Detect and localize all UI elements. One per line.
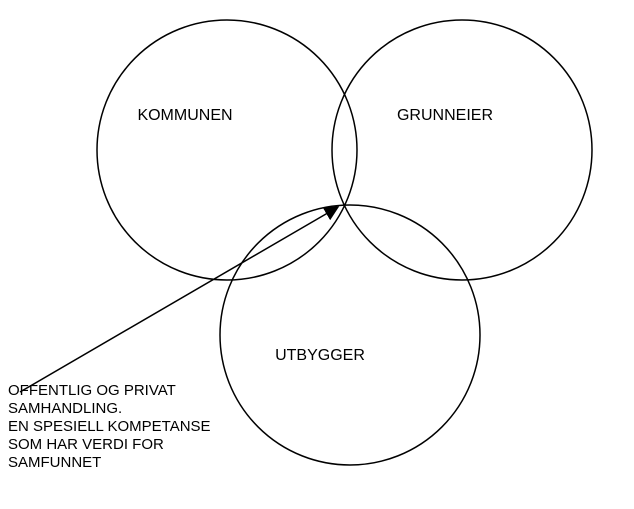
annotation-line-4: SAMFUNNET: [8, 454, 101, 471]
venn-label-utbygger: UTBYGGER: [275, 347, 365, 364]
venn-diagram: KOMMUNEN GRUNNEIER UTBYGGER OFFENTLIG OG PR…: [0, 0, 634, 509]
annotation-line-0: OFFENTLIG OG PRIVAT: [8, 382, 176, 399]
venn-label-kommunen: KOMMUNEN: [137, 107, 232, 124]
venn-label-grunneier: GRUNNEIER: [397, 107, 493, 124]
annotation-line-1: SAMHANDLING.: [8, 400, 122, 417]
annotation-line-2: EN SPESIELL KOMPETANSE: [8, 418, 211, 435]
annotation-line-3: SOM HAR VERDI FOR: [8, 436, 164, 453]
